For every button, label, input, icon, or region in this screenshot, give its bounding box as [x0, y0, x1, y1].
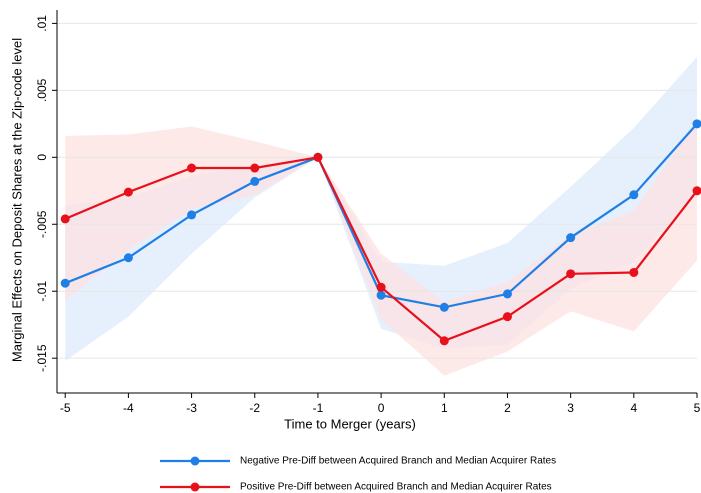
point [566, 233, 576, 243]
x-tick-label: -3 [186, 401, 197, 415]
x-tick-label: 3 [567, 401, 574, 415]
legend-label: Positive Pre-Diff between Acquired Branc… [240, 482, 552, 493]
y-tick-label: 0 [35, 154, 49, 161]
y-tick-label: -.01 [35, 281, 49, 302]
point [187, 163, 197, 173]
legend-marker [190, 482, 200, 492]
point [629, 190, 639, 200]
point [502, 312, 512, 322]
x-tick-label: -1 [313, 401, 324, 415]
point [692, 186, 701, 196]
point [439, 336, 449, 346]
point [60, 278, 70, 288]
point [629, 267, 639, 277]
x-tick-label: -5 [60, 401, 71, 415]
x-tick-label: 5 [694, 401, 701, 415]
point [60, 214, 70, 224]
point [123, 187, 133, 197]
x-tick-label: 4 [630, 401, 637, 415]
point [313, 152, 323, 162]
point [250, 163, 260, 173]
point [123, 253, 133, 263]
y-tick-label: .01 [35, 15, 49, 32]
point [502, 289, 512, 299]
x-tick-label: -4 [123, 401, 134, 415]
point [376, 290, 386, 300]
bands [65, 56, 697, 376]
point [692, 119, 701, 129]
point [376, 282, 386, 292]
y-tick-label: -.015 [35, 344, 49, 372]
point [250, 176, 260, 186]
point [566, 269, 576, 279]
y-tick-label: .005 [35, 78, 49, 102]
point [439, 302, 449, 312]
x-tick-label: 1 [441, 401, 448, 415]
point [187, 210, 197, 220]
confidence-band [65, 121, 697, 376]
legend-label: Negative Pre-Diff between Acquired Branc… [240, 456, 556, 467]
legend-marker [190, 456, 200, 466]
x-tick-label: -2 [249, 401, 260, 415]
x-axis-label: Time to Merger (years) [284, 416, 416, 431]
x-tick-label: 2 [504, 401, 511, 415]
x-tick-label: 0 [378, 401, 385, 415]
y-tick-label: -.005 [35, 210, 49, 238]
y-axis-label: Marginal Effects on Deposit Shares at th… [9, 38, 24, 362]
